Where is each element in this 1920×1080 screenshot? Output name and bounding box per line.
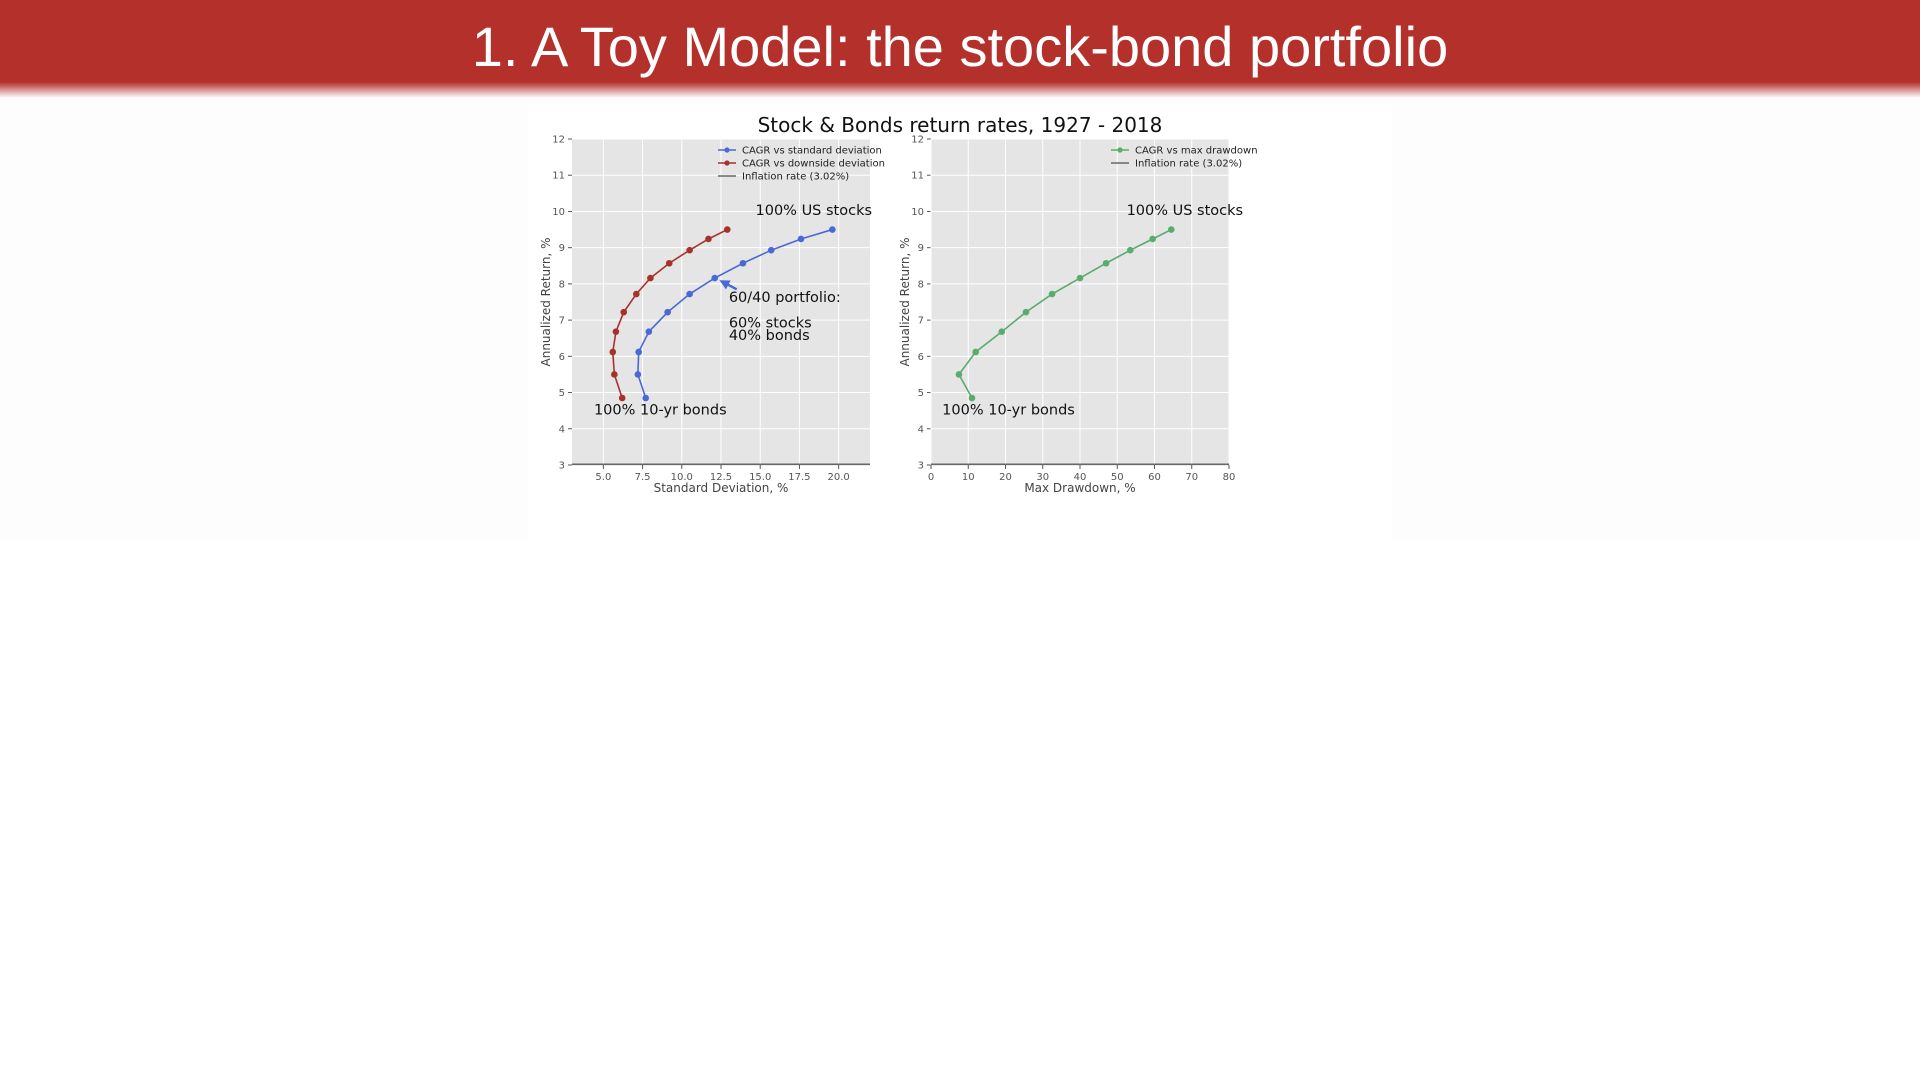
left-data-point <box>642 394 650 402</box>
right-x-tick-label: 50 <box>1111 472 1124 483</box>
left-legend-label: Inflation rate (3.02%) <box>742 172 849 183</box>
right-x-tick-label: 30 <box>1036 472 1049 483</box>
left-x-axis-label: Standard Deviation, % <box>654 481 789 495</box>
right-legend-label: Inflation rate (3.02%) <box>1135 159 1242 170</box>
left-y-tick-label: 12 <box>552 135 565 146</box>
right-legend-label: CAGR vs max drawdown <box>1135 146 1258 157</box>
left-data-point <box>635 348 642 356</box>
right-x-tick-label: 0 <box>928 472 934 483</box>
right-x-tick-label: 10 <box>962 472 975 483</box>
left-data-point <box>664 308 671 316</box>
left-legend-marker <box>724 160 730 166</box>
left-data-point <box>723 226 731 233</box>
left-data-point <box>633 290 640 298</box>
right-legend-marker <box>1117 147 1123 153</box>
left-annotation-arrow-head <box>719 280 731 290</box>
left-data-point <box>634 371 642 378</box>
left-data-point <box>647 274 654 282</box>
right-y-tick-label: 9 <box>918 243 924 254</box>
right-data-point <box>955 371 963 378</box>
left-annotation: 60% stocks <box>729 315 812 331</box>
left-y-axis-label: Annualized Return, % <box>539 237 553 366</box>
figure-title: Stock & Bonds return rates, 1927 - 2018 <box>757 113 1163 137</box>
right-data-point <box>1126 246 1134 254</box>
left-chart: 3 4 5 6 7 8 9 10 11 12 5.0 7.5 10.0 12.5 15.0 17.5 20.0 S… <box>539 135 885 496</box>
right-data-point <box>1149 235 1156 243</box>
left-y-tick-label: 3 <box>559 461 565 472</box>
right-y-tick-label: 3 <box>918 461 924 472</box>
left-data-point <box>611 371 618 378</box>
left-x-tick-label: 7.5 <box>635 472 651 483</box>
left-legend-label: CAGR vs standard deviation <box>742 146 882 157</box>
left-data-point <box>686 246 693 254</box>
slide-title-bar: 1. A Toy Model: the stock-bond portfolio <box>0 0 1920 98</box>
left-x-tick-label: 15.0 <box>749 472 771 483</box>
left-x-tick-label: 20.0 <box>827 472 849 483</box>
right-y-tick-label: 8 <box>918 279 924 290</box>
left-data-point <box>705 235 712 243</box>
right-x-tick-label: 80 <box>1223 472 1236 483</box>
left-legend-marker <box>724 147 730 153</box>
left-y-tick-label: 10 <box>552 207 565 218</box>
right-x-tick-label: 20 <box>999 472 1012 483</box>
right-y-tick-label: 10 <box>911 207 924 218</box>
left-data-point <box>609 348 617 356</box>
left-data-point <box>711 274 719 282</box>
right-data-point <box>1048 290 1056 298</box>
right-y-tick-label: 12 <box>911 135 924 146</box>
right-data-point <box>968 394 976 402</box>
right-chart: 3 4 5 6 7 8 9 10 11 12 0 10 20 30 40 50 60 70 80 Max Drawdo… <box>898 135 1258 496</box>
right-x-tick-label: 70 <box>1185 472 1198 483</box>
right-y-tick-label: 5 <box>918 388 924 399</box>
left-x-tick-label: 10.0 <box>671 472 693 483</box>
left-y-tick-label: 11 <box>552 171 565 182</box>
right-y-axis-label: Annualized Return, % <box>898 237 912 366</box>
left-data-point <box>739 259 747 267</box>
right-x-axis-label: Max Drawdown, % <box>1024 481 1135 495</box>
left-data-point <box>767 246 775 254</box>
right-annotation: 100% US stocks <box>1127 203 1244 219</box>
left-annotation: 100% 10-yr bonds <box>594 402 727 418</box>
right-x-tick-label: 60 <box>1148 472 1161 483</box>
left-x-tick-label: 12.5 <box>710 472 732 483</box>
right-data-point <box>1076 274 1084 282</box>
left-y-tick-label: 7 <box>559 316 565 327</box>
left-data-point <box>686 290 693 298</box>
left-annotation: 60/40 portfolio: <box>729 290 841 306</box>
right-data-point <box>1167 226 1175 233</box>
left-x-tick-label: 5.0 <box>595 472 611 483</box>
right-y-tick-label: 4 <box>918 424 924 435</box>
left-y-tick-label: 6 <box>559 352 565 363</box>
left-y-tick-label: 9 <box>559 243 565 254</box>
left-y-tick-label: 5 <box>559 388 565 399</box>
right-data-point <box>1022 308 1030 316</box>
left-data-point <box>645 328 653 336</box>
right-x-tick-label: 40 <box>1074 472 1087 483</box>
right-y-tick-label: 11 <box>911 171 924 182</box>
charts-svg: 3 4 5 6 7 8 9 10 11 12 5.0 7.5 10.0 12.5 15.0 17.5 20.0 S… <box>539 135 1258 496</box>
left-annotation: 100% US stocks <box>756 203 873 219</box>
left-data-point <box>665 259 673 267</box>
left-y-tick-label: 8 <box>559 279 565 290</box>
right-y-tick-label: 6 <box>918 352 924 363</box>
right-data-point <box>998 328 1006 336</box>
slide-title: 1. A Toy Model: the stock-bond portfolio <box>471 15 1449 78</box>
right-annotation: 100% 10-yr bonds <box>942 402 1075 418</box>
left-annotation: 40% bonds <box>729 328 810 344</box>
right-y-tick-label: 7 <box>918 316 924 327</box>
left-data-point <box>620 308 628 316</box>
left-y-tick-label: 4 <box>559 424 565 435</box>
right-data-point <box>972 348 979 356</box>
right-data-point <box>1102 259 1110 267</box>
left-data-point <box>829 226 836 233</box>
figure: Stock & Bonds return rates, 1927 - 2018 … <box>528 108 1392 608</box>
left-x-tick-label: 17.5 <box>788 472 810 483</box>
left-data-point <box>612 328 620 336</box>
left-data-point <box>618 394 626 402</box>
left-data-point <box>797 235 805 243</box>
left-legend-label: CAGR vs downside deviation <box>742 159 885 170</box>
